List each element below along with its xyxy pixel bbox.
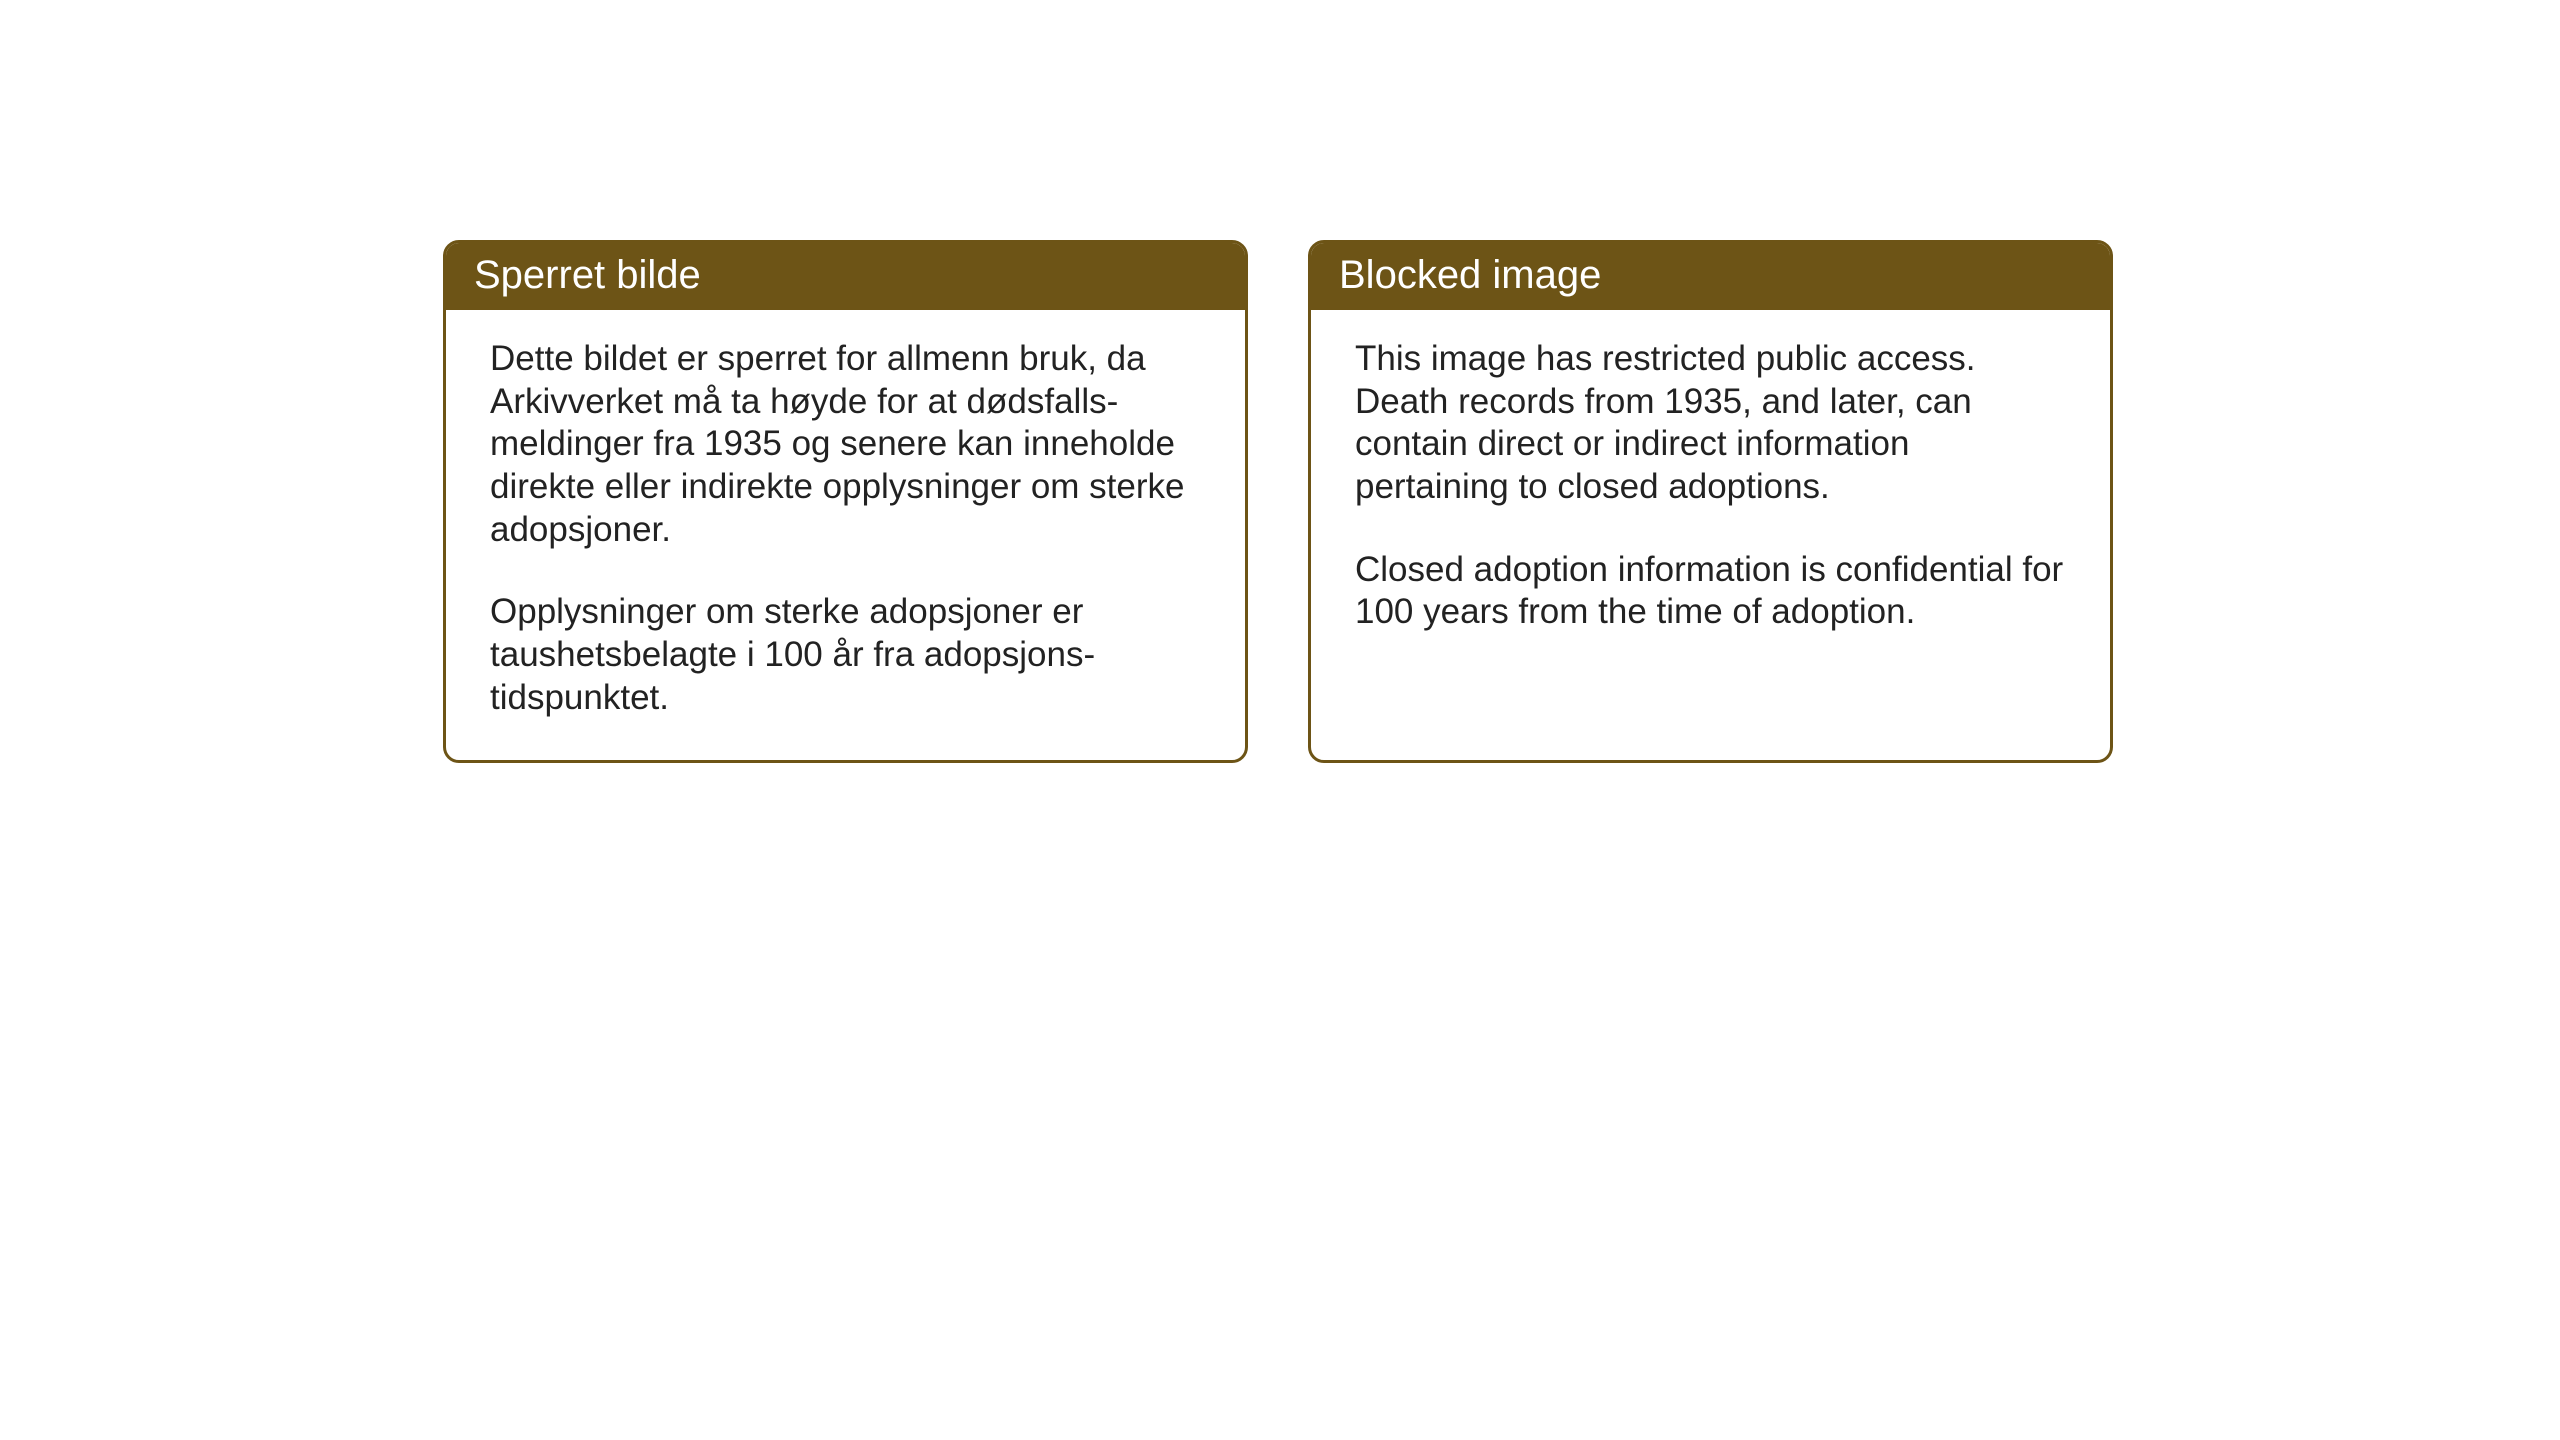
card-header-english: Blocked image: [1311, 243, 2110, 310]
card-header-norwegian: Sperret bilde: [446, 243, 1245, 310]
card-body-english: This image has restricted public access.…: [1311, 310, 2110, 750]
card-title-english: Blocked image: [1339, 253, 1601, 297]
card-title-norwegian: Sperret bilde: [474, 253, 701, 297]
notice-card-english: Blocked image This image has restricted …: [1308, 240, 2113, 763]
paragraph-en-2: Closed adoption information is confident…: [1355, 549, 2066, 634]
paragraph-no-1: Dette bildet er sperret for allmenn bruk…: [490, 338, 1201, 551]
notice-container: Sperret bilde Dette bildet er sperret fo…: [443, 240, 2113, 763]
notice-card-norwegian: Sperret bilde Dette bildet er sperret fo…: [443, 240, 1248, 763]
card-body-norwegian: Dette bildet er sperret for allmenn bruk…: [446, 310, 1245, 760]
paragraph-en-1: This image has restricted public access.…: [1355, 338, 2066, 509]
paragraph-no-2: Opplysninger om sterke adopsjoner er tau…: [490, 591, 1201, 719]
